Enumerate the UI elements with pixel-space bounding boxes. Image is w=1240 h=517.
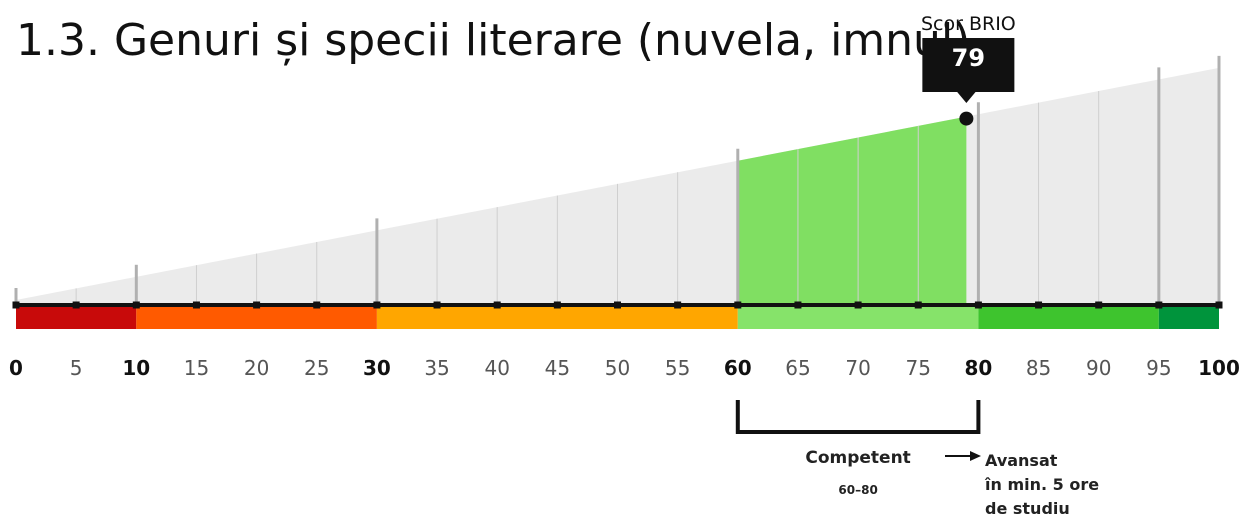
score-value: 79 [952, 44, 985, 72]
tick-label: 5 [70, 356, 83, 380]
tick-mark [794, 301, 802, 309]
tick-label: 10 [122, 356, 150, 380]
tick-label: 45 [545, 356, 570, 380]
tick-label: 75 [906, 356, 931, 380]
tick-mark [1035, 301, 1043, 309]
tick-label: 40 [484, 356, 509, 380]
tick-mark [373, 301, 381, 309]
band [978, 307, 1159, 329]
tick-label: 80 [964, 356, 992, 380]
tick-label: 35 [424, 356, 449, 380]
tick-label: 0 [9, 356, 23, 380]
tick-label: 90 [1086, 356, 1111, 380]
next-level-line: în min. 5 ore [984, 475, 1099, 494]
tick-mark [553, 301, 561, 309]
tick-mark [72, 301, 80, 309]
tick-label: 25 [304, 356, 329, 380]
tick-mark [1155, 301, 1163, 309]
tick-label: 30 [363, 356, 391, 380]
title: 1.3. Genuri și specii literare (nuvela, … [16, 15, 970, 66]
tick-label: 85 [1026, 356, 1051, 380]
band [136, 307, 377, 329]
tick-mark [1095, 301, 1103, 309]
arrow-head [970, 451, 981, 461]
tick-mark [974, 301, 982, 309]
tick-mark [614, 301, 621, 309]
tick-label: 100 [1198, 356, 1240, 380]
tick-mark [132, 301, 140, 309]
tick-mark [1215, 301, 1223, 309]
tick-label: 20 [244, 356, 269, 380]
score-fill [737, 116, 967, 306]
level-range: 60–80 [838, 483, 877, 497]
tick-label: 15 [184, 356, 209, 380]
band [376, 307, 738, 329]
tick-label: 50 [605, 356, 630, 380]
tick-label: 55 [665, 356, 690, 380]
band [16, 307, 137, 329]
score-pointer [956, 91, 977, 103]
band [737, 307, 979, 329]
tick-label: 95 [1146, 356, 1171, 380]
tick-mark [192, 301, 200, 309]
band [1158, 307, 1219, 329]
tick-mark [914, 301, 922, 309]
score-dot [959, 111, 974, 126]
score-box [922, 38, 1015, 92]
level-name: Competent [805, 448, 910, 468]
tick-mark [253, 301, 261, 309]
next-level-line: Avansat [985, 451, 1058, 470]
tick-mark [734, 301, 742, 309]
score-label: Scor BRIO [921, 13, 1016, 35]
tick-mark [493, 301, 501, 309]
next-level-line: de studiu [985, 499, 1070, 517]
level-bracket [735, 400, 981, 434]
tick-label: 70 [845, 356, 870, 380]
tick-label: 60 [724, 356, 752, 380]
tick-mark [674, 301, 682, 309]
tick-label: 65 [785, 356, 810, 380]
tick-mark [854, 301, 862, 309]
tick-mark [12, 301, 20, 309]
tick-mark [313, 301, 321, 309]
tick-mark [433, 301, 441, 309]
